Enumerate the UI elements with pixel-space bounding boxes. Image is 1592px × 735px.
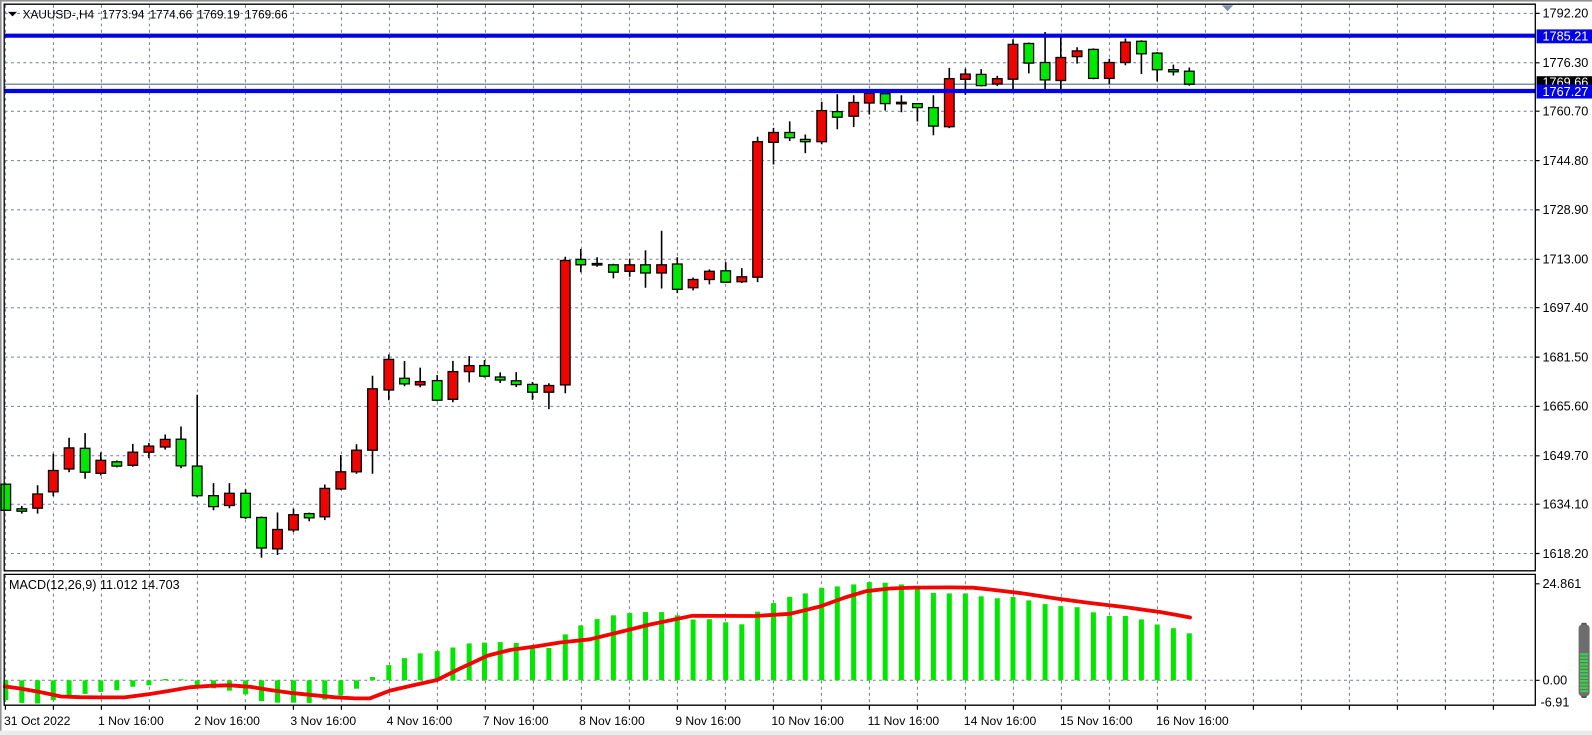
svg-text:MACD(12,26,9) 11.012 14.703: MACD(12,26,9) 11.012 14.703 [9,578,180,592]
svg-text:1773.94: 1773.94 [102,7,145,21]
svg-text:24.861: 24.861 [1543,577,1582,591]
svg-text:1785.21: 1785.21 [1543,30,1589,44]
svg-text:31 Oct 2022: 31 Oct 2022 [4,714,71,728]
svg-text:1618.20: 1618.20 [1543,547,1589,561]
svg-text:1776.30: 1776.30 [1543,56,1589,70]
svg-text:0.00: 0.00 [1543,674,1568,688]
svg-text:1728.90: 1728.90 [1543,203,1589,217]
svg-text:3 Nov 16:00: 3 Nov 16:00 [290,714,356,728]
svg-text:1 Nov 16:00: 1 Nov 16:00 [98,714,164,728]
svg-text:11 Nov 16:00: 11 Nov 16:00 [868,714,940,728]
svg-text:-6.91: -6.91 [1541,695,1570,709]
svg-text:9 Nov 16:00: 9 Nov 16:00 [675,714,741,728]
svg-text:2 Nov 16:00: 2 Nov 16:00 [194,714,260,728]
svg-text:1769.19: 1769.19 [197,7,240,21]
svg-text:1774.66: 1774.66 [150,7,193,21]
svg-text:16 Nov 16:00: 16 Nov 16:00 [1156,714,1229,728]
svg-text:1744.80: 1744.80 [1543,154,1589,168]
svg-text:10 Nov 16:00: 10 Nov 16:00 [771,714,844,728]
svg-text:XAUUSD-,H4: XAUUSD-,H4 [23,7,95,21]
svg-text:4 Nov 16:00: 4 Nov 16:00 [387,714,453,728]
svg-text:1697.40: 1697.40 [1543,301,1589,315]
svg-text:1634.10: 1634.10 [1543,498,1589,512]
svg-text:7 Nov 16:00: 7 Nov 16:00 [483,714,549,728]
svg-text:14 Nov 16:00: 14 Nov 16:00 [964,714,1037,728]
svg-text:1665.60: 1665.60 [1543,400,1589,414]
svg-text:1760.70: 1760.70 [1543,105,1589,119]
svg-text:15 Nov 16:00: 15 Nov 16:00 [1060,714,1133,728]
svg-text:1767.27: 1767.27 [1543,85,1589,99]
svg-text:1681.50: 1681.50 [1543,350,1589,364]
svg-text:1792.20: 1792.20 [1543,7,1589,21]
svg-text:1649.70: 1649.70 [1543,449,1589,463]
svg-text:8 Nov 16:00: 8 Nov 16:00 [579,714,645,728]
svg-text:1769.66: 1769.66 [245,7,288,21]
svg-text:1713.00: 1713.00 [1543,253,1589,267]
